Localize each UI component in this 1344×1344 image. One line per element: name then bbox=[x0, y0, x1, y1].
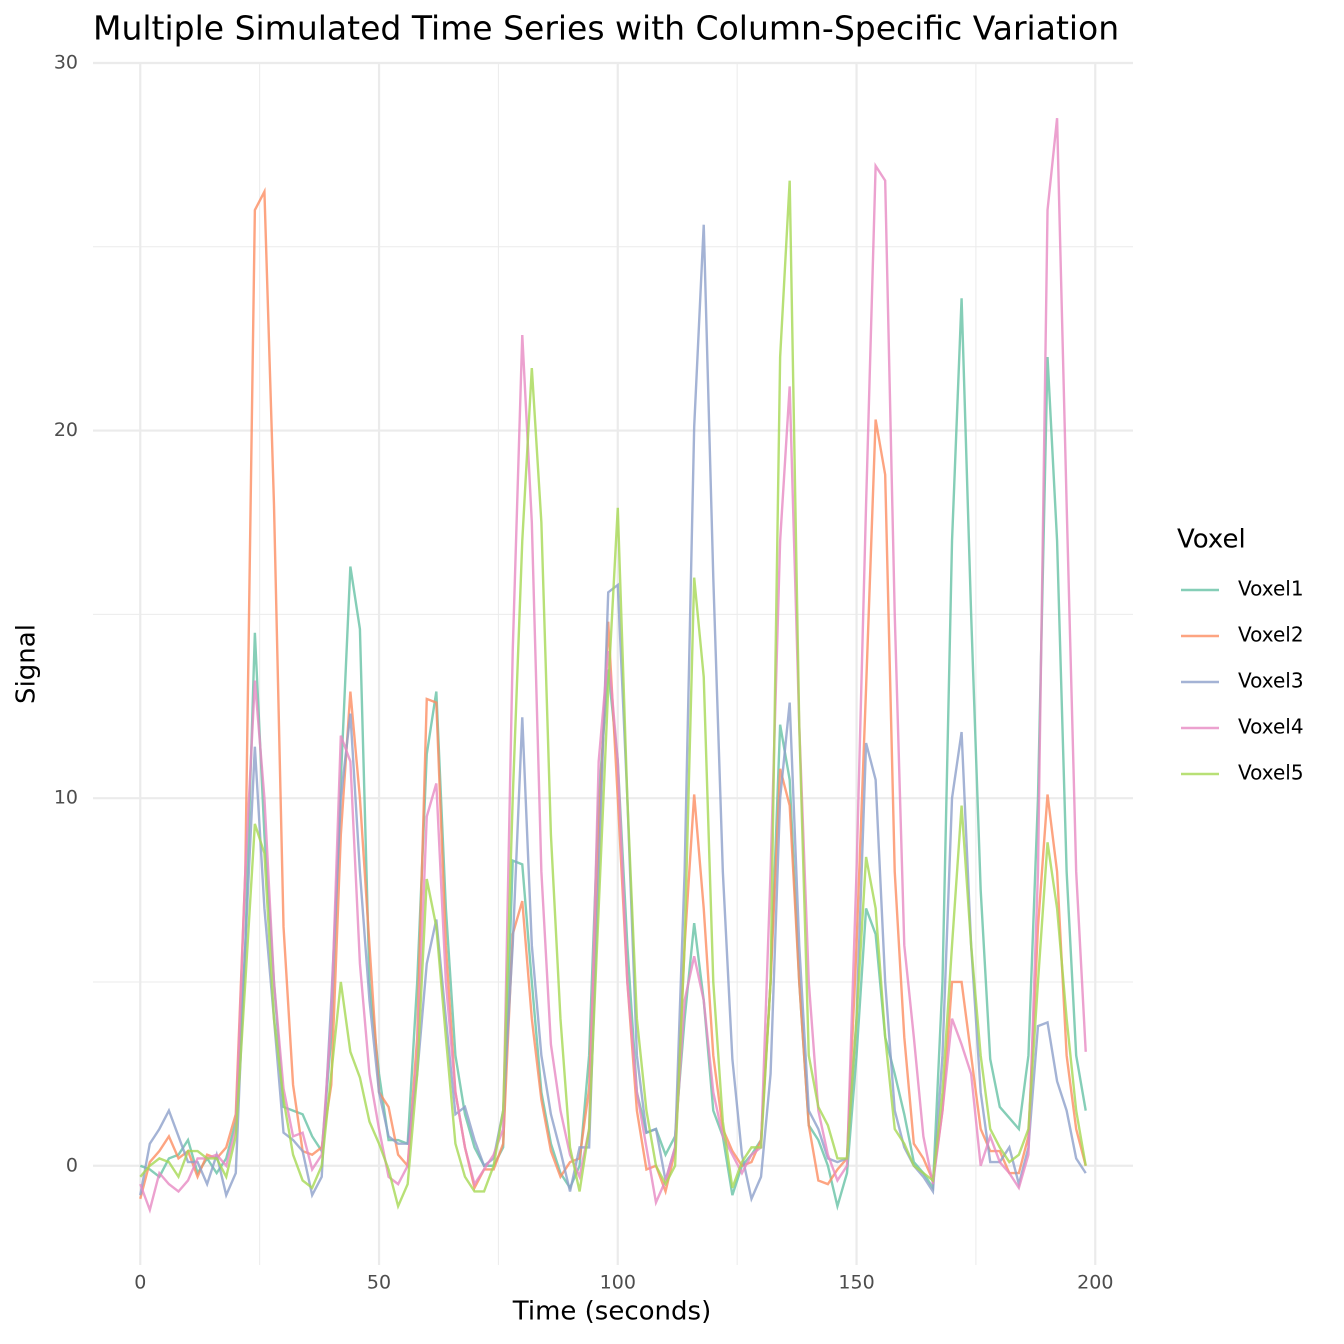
x-tick-label: 150 bbox=[838, 1272, 874, 1294]
legend-label: Voxel5 bbox=[1238, 761, 1304, 785]
legend-label: Voxel4 bbox=[1238, 715, 1304, 739]
x-tick-label: 50 bbox=[367, 1272, 391, 1294]
y-tick-label: 10 bbox=[54, 787, 78, 809]
legend-title: Voxel bbox=[1177, 525, 1246, 555]
x-tick-label: 0 bbox=[134, 1272, 146, 1294]
series-line bbox=[139, 118, 1087, 1214]
x-tick-label: 200 bbox=[1077, 1272, 1113, 1294]
y-axis-label: Signal bbox=[12, 624, 42, 704]
y-tick-label: 0 bbox=[66, 1154, 78, 1176]
legend-label: Voxel1 bbox=[1238, 577, 1304, 601]
chart-title: Multiple Simulated Time Series with Colu… bbox=[93, 9, 1119, 48]
series-line bbox=[139, 180, 1087, 1210]
legend-label: Voxel3 bbox=[1238, 669, 1304, 693]
legend-label: Voxel2 bbox=[1238, 623, 1304, 647]
y-tick-label: 30 bbox=[54, 52, 78, 74]
x-axis-label: Time (seconds) bbox=[512, 1297, 711, 1327]
y-tick-label: 20 bbox=[54, 419, 78, 441]
x-tick-label: 100 bbox=[600, 1272, 636, 1294]
